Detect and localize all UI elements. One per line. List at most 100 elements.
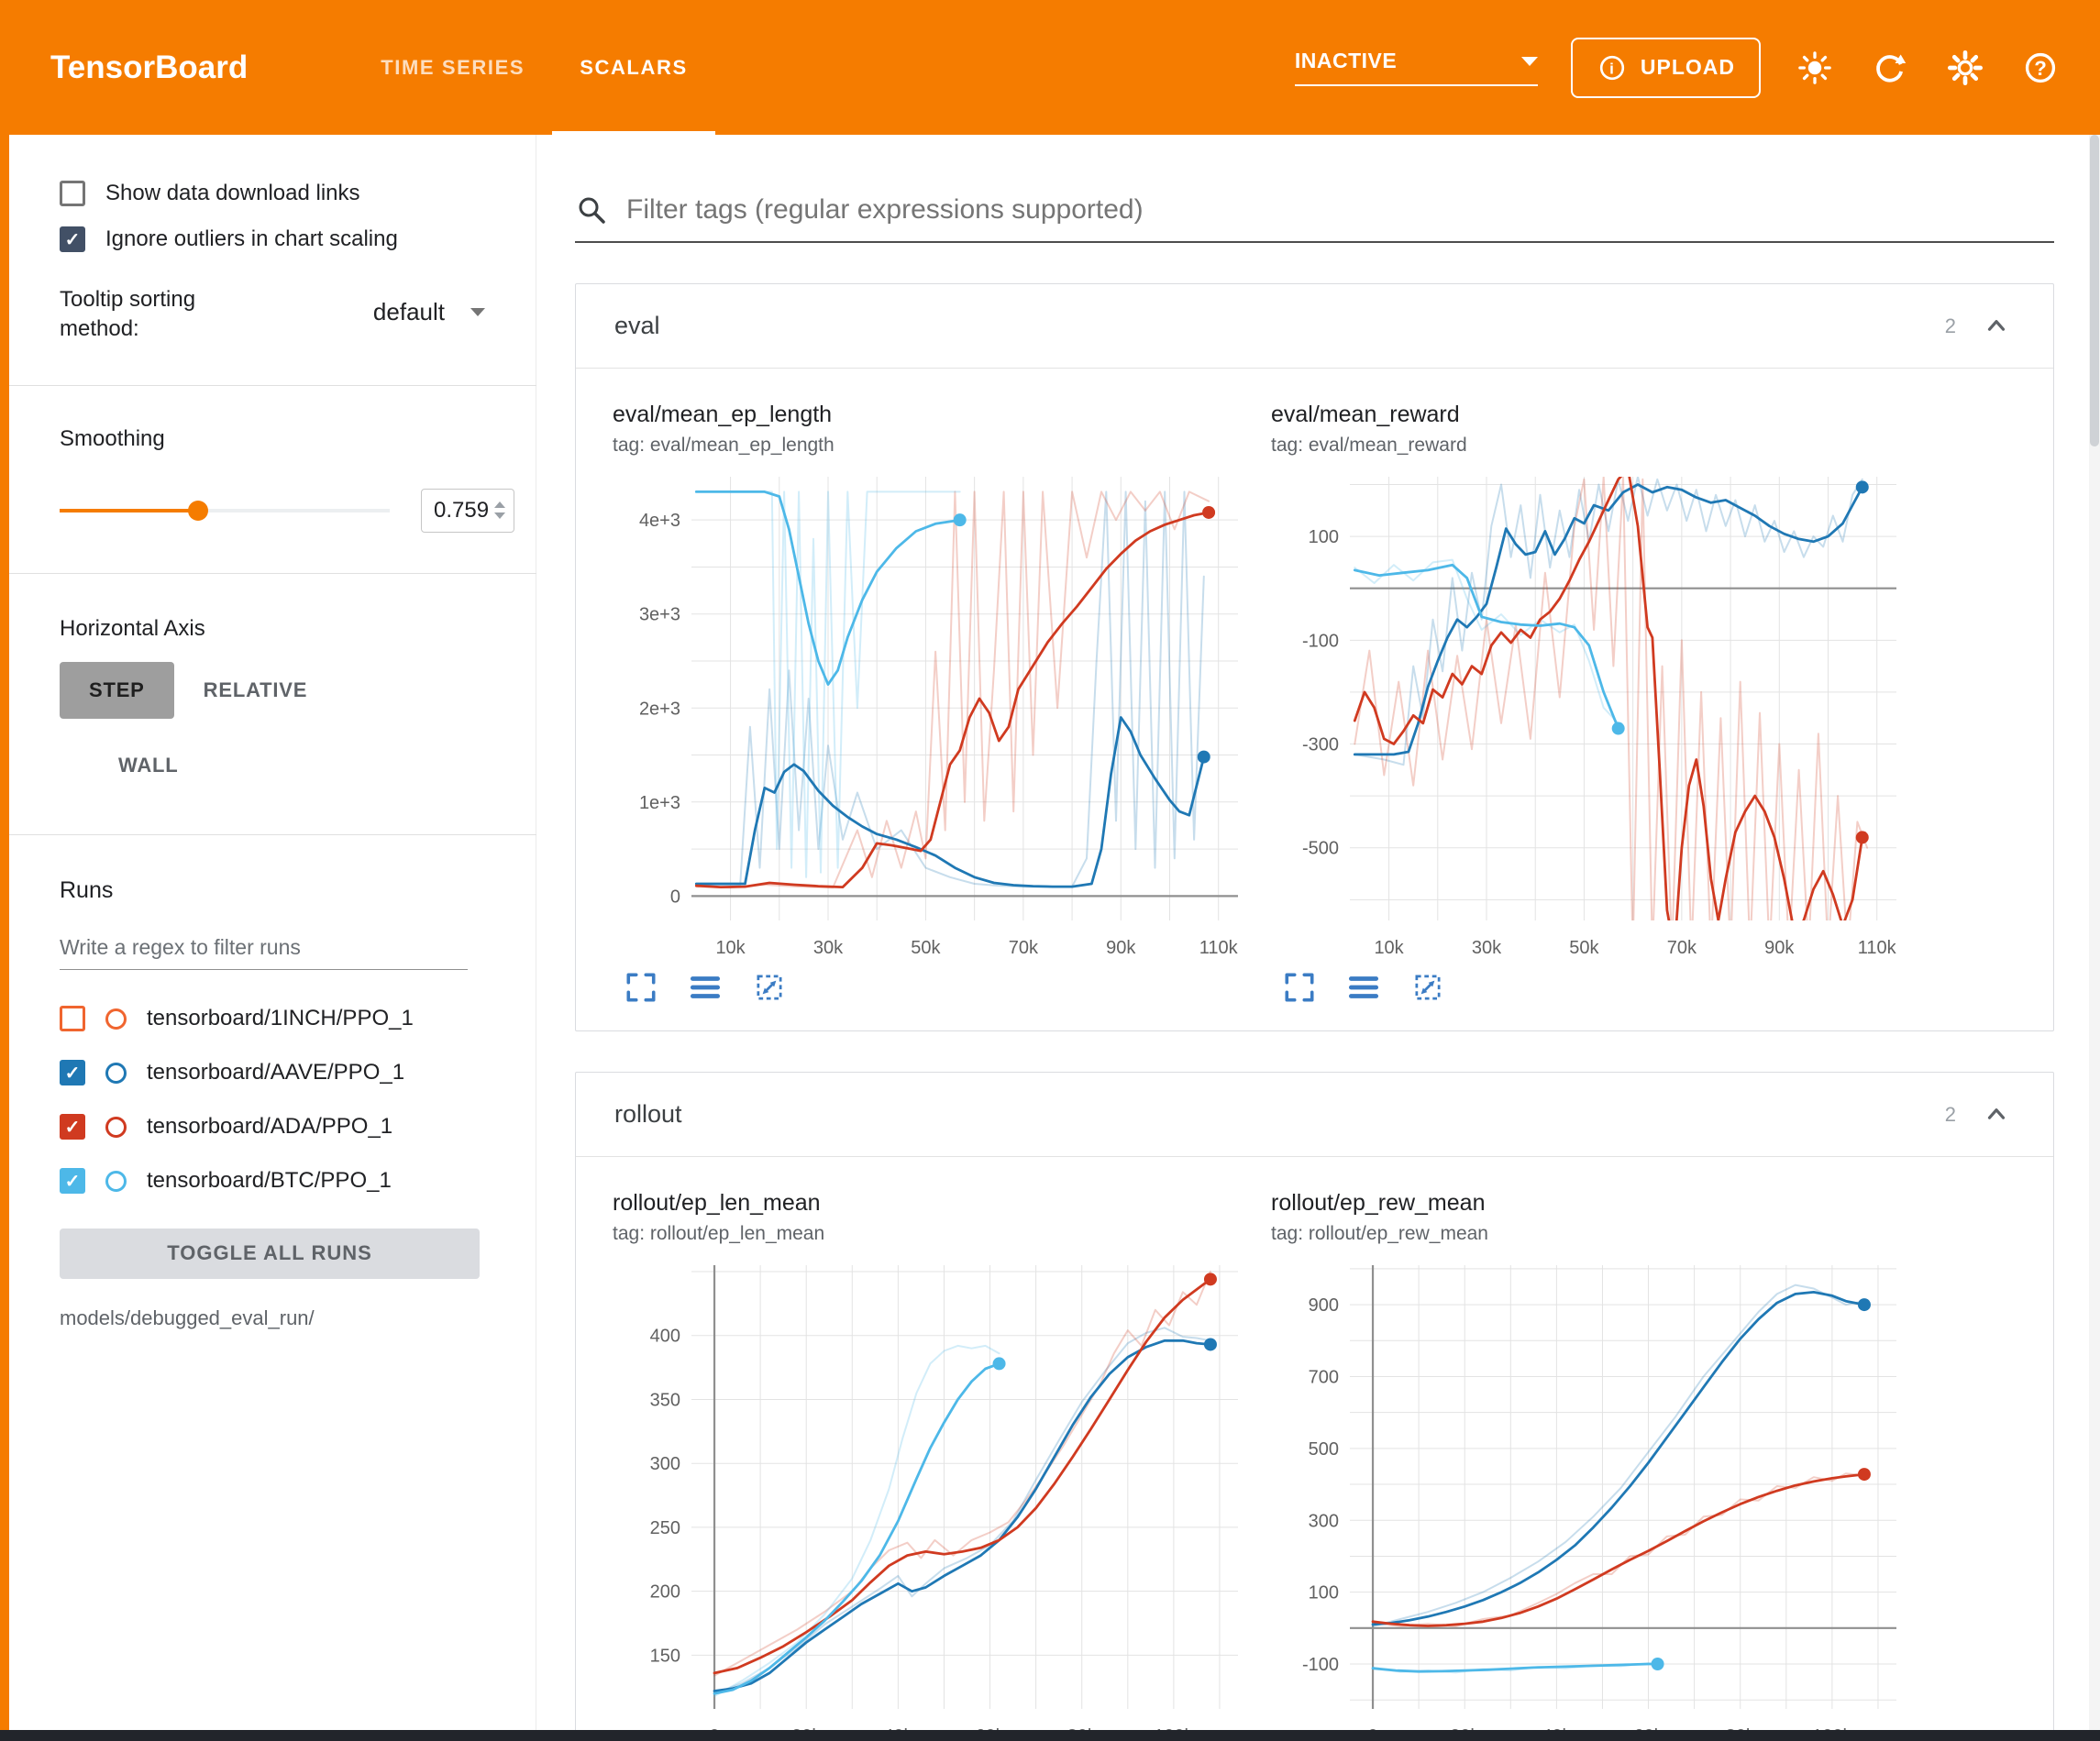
filter-tags-input[interactable] — [626, 194, 2054, 226]
section-header-eval[interactable]: eval 2 — [576, 284, 2053, 369]
runs-filter-input[interactable] — [60, 934, 468, 970]
smoothing-value-input[interactable]: 0.759 — [421, 488, 514, 533]
chart-title: eval/mean_ep_length — [613, 402, 833, 427]
chart-canvas[interactable]: 0 20k 40k 60k 80k 100k -100 100 300 500 700 900 — [1271, 1251, 1913, 1730]
horizontal-axis-label: Horizontal Axis — [60, 615, 205, 641]
chart-tag: tag: eval/mean_ep_length — [613, 435, 834, 456]
menu-lines-icon — [688, 970, 723, 1005]
svg-text:100k: 100k — [1154, 1726, 1194, 1730]
collapse-section-button[interactable] — [1978, 1096, 2015, 1133]
ignore-outliers-row[interactable]: ✓ Ignore outliers in chart scaling — [60, 226, 536, 252]
scrollbar-thumb[interactable] — [2090, 135, 2099, 446]
settings-button[interactable] — [1944, 47, 1986, 89]
checkbox-label: Show data download links — [105, 181, 360, 205]
chevron-down-icon — [1520, 56, 1538, 66]
expand-chart-button[interactable] — [622, 968, 660, 1007]
svg-text:100: 100 — [1309, 1583, 1339, 1603]
tooltip-sorting-select[interactable]: default — [373, 298, 485, 332]
svg-text:4e+3: 4e+3 — [639, 511, 680, 531]
chart-title: rollout/ep_len_mean — [613, 1190, 821, 1216]
status-label: INACTIVE — [1294, 49, 1398, 72]
tab-time-series[interactable]: TIME SERIES — [381, 55, 525, 79]
fullscreen-icon — [1282, 970, 1317, 1005]
chart-canvas[interactable]: 0 20k 40k 60k 80k 100k 150 200 250 300 350 400 — [613, 1251, 1254, 1730]
refresh-button[interactable] — [1869, 47, 1911, 89]
chart-card: rollout/ep_rew_mean tag: rollout/ep_rew_… — [1271, 1190, 1917, 1730]
svg-text:-100: -100 — [1302, 1655, 1339, 1675]
svg-text:30k: 30k — [813, 938, 844, 958]
section-count-badge: 2 — [1944, 314, 1956, 337]
fit-domain-button[interactable] — [750, 968, 789, 1007]
run-row[interactable]: ✓ tensorboard/BTC/PPO_1 — [60, 1154, 536, 1208]
window-left-edge — [0, 0, 9, 1741]
chart-canvas[interactable]: 10k 30k 50k 70k 90k 110k 100 -100 -300 -500 — [1271, 462, 1913, 968]
svg-text:110k: 110k — [1199, 938, 1239, 958]
runs-menu-button[interactable] — [1344, 968, 1383, 1007]
svg-text:80k: 80k — [1726, 1726, 1756, 1730]
svg-text:90k: 90k — [1764, 938, 1795, 958]
chart-tag: tag: rollout/ep_len_mean — [613, 1223, 825, 1244]
chart-card: eval/mean_ep_length tag: eval/mean_ep_le… — [613, 402, 1258, 1007]
smoothing-label: Smoothing — [60, 425, 165, 451]
window-bottom-edge — [0, 1730, 2100, 1741]
show-download-links-checkbox[interactable] — [60, 181, 85, 206]
svg-text:20k: 20k — [1450, 1726, 1480, 1730]
haxis-step-button[interactable]: STEP — [60, 661, 174, 719]
chevron-down-icon — [470, 307, 485, 316]
svg-text:20k: 20k — [791, 1726, 822, 1730]
top-app-bar: TensorBoard TIME SERIES SCALARS INACTIVE… — [0, 0, 2100, 135]
fit-domain-button[interactable] — [1409, 968, 1447, 1007]
svg-text:40k: 40k — [883, 1726, 913, 1730]
status-dropdown[interactable]: INACTIVE — [1294, 49, 1538, 86]
help-button[interactable]: ? — [2019, 47, 2061, 89]
haxis-wall-button[interactable]: WALL — [89, 737, 208, 794]
runs-heading: Runs — [60, 876, 114, 903]
svg-text:900: 900 — [1309, 1295, 1339, 1316]
brightness-toggle-button[interactable] — [1794, 47, 1836, 89]
run-color-ring — [105, 1062, 127, 1084]
show-download-links-row[interactable]: Show data download links — [60, 181, 536, 206]
run-checkbox[interactable]: ✓ — [60, 1168, 85, 1195]
upload-button[interactable]: i UPLOAD — [1570, 37, 1761, 98]
runs-menu-button[interactable] — [686, 968, 724, 1007]
slider-thumb[interactable] — [188, 500, 209, 521]
run-label: tensorboard/ADA/PPO_1 — [147, 1114, 393, 1140]
chart-canvas[interactable]: 10k 30k 50k 70k 90k 110k 0 1e+3 2e+3 3e+3 4e+3 — [613, 462, 1254, 968]
chevron-up-icon — [1983, 1101, 2010, 1129]
run-row[interactable]: tensorboard/1INCH/PPO_1 — [60, 992, 536, 1046]
checkbox-label: Ignore outliers in chart scaling — [105, 226, 398, 251]
svg-text:60k: 60k — [975, 1726, 1005, 1730]
svg-text:70k: 70k — [1667, 938, 1697, 958]
svg-text:250: 250 — [650, 1518, 680, 1538]
spinner-down-icon[interactable] — [494, 512, 505, 520]
divider — [9, 384, 536, 386]
ignore-outliers-checkbox[interactable]: ✓ — [60, 226, 85, 252]
section-header-rollout[interactable]: rollout 2 — [576, 1073, 2053, 1157]
spinner-up-icon[interactable] — [494, 501, 505, 509]
runs-base-path: models/debugged_eval_run/ — [60, 1306, 315, 1329]
chart-toolbar — [613, 968, 1258, 1007]
toggle-all-runs-button[interactable]: TOGGLE ALL RUNS — [60, 1228, 480, 1279]
svg-text:10k: 10k — [715, 938, 746, 958]
run-checkbox[interactable] — [60, 1006, 85, 1032]
svg-text:40k: 40k — [1542, 1726, 1572, 1730]
svg-text:-100: -100 — [1302, 631, 1339, 651]
tab-scalars[interactable]: SCALARS — [552, 0, 715, 135]
chart-card: eval/mean_reward tag: eval/mean_reward 1… — [1271, 402, 1917, 1007]
svg-text:?: ? — [2034, 56, 2047, 79]
run-row[interactable]: ✓ tensorboard/AAVE/PPO_1 — [60, 1046, 536, 1100]
smoothing-slider[interactable] — [60, 500, 390, 521]
chevron-up-icon — [1983, 313, 2010, 340]
collapse-section-button[interactable] — [1978, 308, 2015, 345]
run-checkbox[interactable]: ✓ — [60, 1060, 85, 1086]
expand-chart-button[interactable] — [1280, 968, 1319, 1007]
run-row[interactable]: ✓ tensorboard/ADA/PPO_1 — [60, 1100, 536, 1154]
fullscreen-icon — [624, 970, 658, 1005]
number-spinner[interactable] — [494, 501, 505, 520]
svg-text:1e+3: 1e+3 — [639, 793, 680, 813]
chart-tag: tag: rollout/ep_rew_mean — [1271, 1223, 1488, 1244]
scrollbar[interactable] — [2089, 135, 2100, 1730]
svg-text:70k: 70k — [1009, 938, 1039, 958]
run-checkbox[interactable]: ✓ — [60, 1114, 85, 1140]
haxis-relative-button[interactable]: RELATIVE — [174, 662, 337, 719]
